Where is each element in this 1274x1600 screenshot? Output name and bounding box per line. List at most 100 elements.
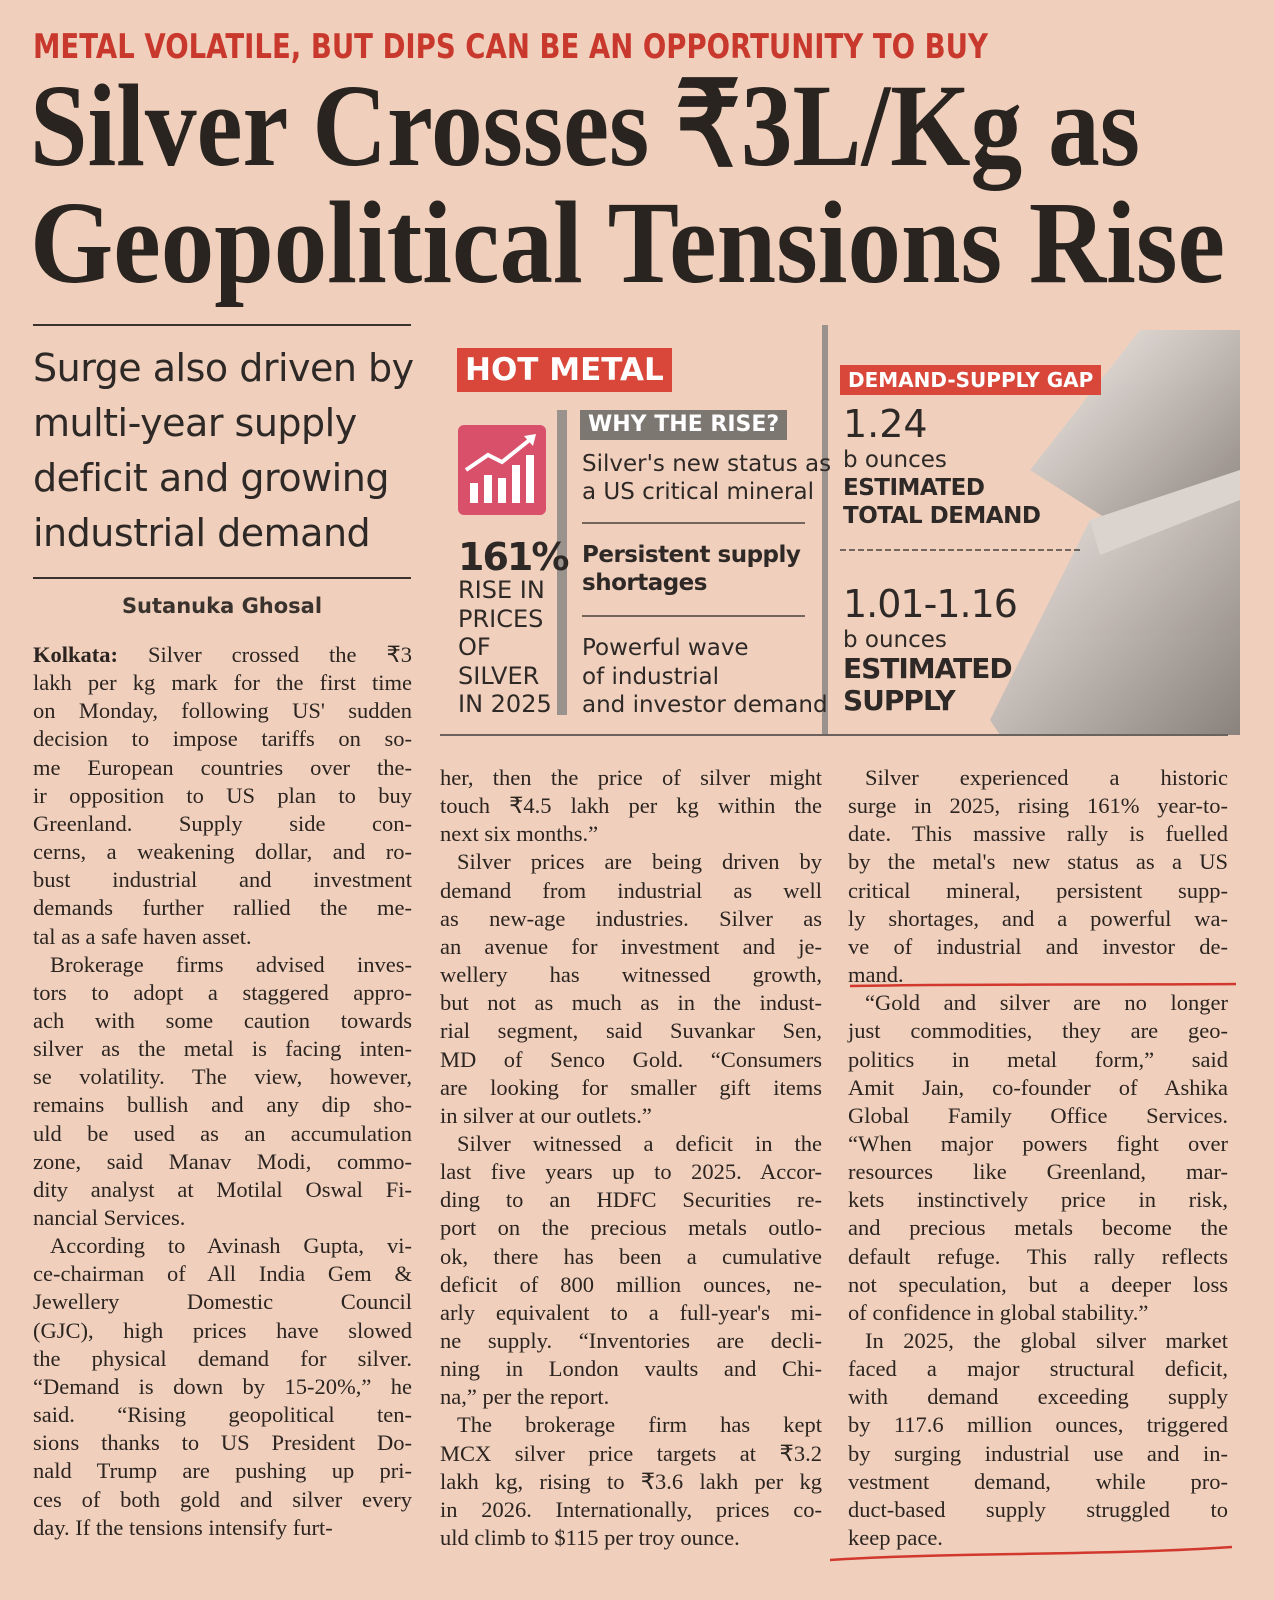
text-line: with demand exceeding supply (848, 1384, 1228, 1410)
text-line: se volatility. The view, however, (33, 1064, 412, 1090)
text-line: lakh per kg mark for the first time (33, 670, 412, 696)
supply-label-line: SUPPLY (843, 684, 956, 717)
text-line: faced a major structural deficit, (848, 1356, 1228, 1382)
text-line: decision to impose tariffs on so- (33, 726, 412, 752)
stat-caption-line: RISE IN (458, 576, 545, 604)
stat-caption-line: IN 2025 (458, 690, 552, 718)
deck-line: multi-year supply (33, 401, 357, 445)
text-line: ning in London vaults and Chi- (440, 1356, 822, 1382)
why-label: WHY THE RISE? (580, 410, 788, 440)
text-line: critical mineral, persistent supp- (848, 877, 1228, 903)
text-line: Silver witnessed a deficit in the (457, 1130, 822, 1156)
reason-line: shortages (582, 570, 707, 596)
stat-caption-line: PRICES (458, 604, 544, 633)
text-line: Brokerage firms advised inves- (50, 951, 412, 977)
pen-mark (849, 982, 1237, 988)
text-line: port on the precious metals outlo- (440, 1215, 822, 1241)
text-line: date. This massive rally is fuelled (848, 821, 1228, 847)
text-line: on Monday, following US' sudden (33, 698, 412, 724)
reason-line: Persistent supply (582, 542, 801, 568)
deck-line: deficit and growing (33, 456, 389, 500)
silver-bars (990, 330, 1240, 735)
text-line: The brokerage firm has kept (457, 1412, 822, 1438)
text-line: Global Family Office Services. (848, 1102, 1228, 1128)
text-line: day. If the tensions intensify furt- (33, 1514, 333, 1540)
deck-line: industrial demand (33, 511, 371, 555)
text-line: bust industrial and investment (33, 867, 412, 893)
text-line: by surging industrial use and in- (848, 1440, 1228, 1466)
text-line: lakh kg, rising to ₹3.6 lakh per kg (440, 1468, 822, 1494)
supply-label: ESTIMATED SUPPLY (843, 652, 1013, 717)
gap-label: DEMAND-SUPPLY GAP (840, 365, 1102, 395)
text-line: by the metal's new status as a US (848, 849, 1228, 875)
text-line: last five years up to 2025. Accor- (440, 1159, 822, 1185)
text-line: ve of industrial and investor de- (848, 933, 1228, 959)
text-line: According to Avinash Gupta, vi- (50, 1233, 412, 1259)
text-line: Kolkata: Silver crossed the ₹3 (33, 641, 412, 669)
text-line: tal as a safe haven asset. (33, 923, 252, 949)
stat-value: 161% (458, 535, 569, 579)
deck-line: Surge also driven by (33, 346, 414, 390)
reason-line: a US critical mineral (582, 479, 814, 505)
text-line: “Demand is down by 15-20%,” he (33, 1373, 412, 1399)
chart-icon (458, 425, 546, 515)
text-line-body: Silver crossed the ₹3 (147, 642, 413, 667)
text-line: Silver experienced a historic (865, 765, 1228, 790)
text-line: In 2025, the global silver market (865, 1328, 1228, 1353)
text-line: dity analyst at Motilal Oswal Fi- (33, 1176, 412, 1202)
text-line: in 2026. Internationally, prices co- (440, 1496, 822, 1522)
text-line: silver as the metal is facing inten- (33, 1036, 412, 1062)
text-line: ly shortages, and a powerful wa- (848, 905, 1228, 931)
text-line: Greenland. Supply side con- (33, 810, 412, 836)
text-line: arly equivalent to a full-year's mi- (440, 1299, 822, 1325)
text-line: Amit Jain, co-founder of Ashika (848, 1074, 1228, 1100)
text-line: sions thanks to US President Do- (33, 1430, 412, 1456)
demand-value: 1.24 (843, 402, 928, 446)
text-line: demands further rallied the me- (33, 895, 412, 921)
text-line: rial segment, said Suvankar Sen, (440, 1018, 822, 1044)
demand-unit: b ounces (843, 447, 947, 473)
text-line: mand. (848, 962, 904, 988)
text-line: uld be used as an accumulation (33, 1120, 412, 1146)
text-line: next six months.” (440, 821, 599, 847)
text-line: but not as much as in the indust- (440, 990, 822, 1016)
text-line: ding to an HDFC Securities re- (440, 1187, 822, 1213)
demand-label-line: ESTIMATED (843, 475, 985, 501)
text-line: Jewellery Domestic Council (33, 1289, 412, 1315)
text-line: demand from industrial as well (440, 877, 822, 903)
reason-line: Powerful wave (582, 635, 749, 661)
text-line: MD of Senco Gold. “Consumers (440, 1046, 822, 1072)
supply-unit: b ounces (843, 627, 947, 653)
headline: Geopolitical Tensions Rise (30, 177, 1225, 308)
text-line: resources like Greenland, mar- (848, 1159, 1228, 1185)
reason: Persistent supply shortages (582, 541, 801, 597)
text-line: duct-based supply struggled to (848, 1496, 1228, 1522)
text-line: ir opposition to US plan to buy (33, 782, 412, 808)
rule (33, 577, 411, 579)
text-line: uld climb to $115 per troy ounce. (440, 1525, 740, 1551)
text-line: vestment demand, while pro- (848, 1468, 1228, 1494)
text-line: tors to adopt a staggered appro- (33, 979, 412, 1005)
deck: Surge also driven by multi-year supply d… (33, 341, 414, 561)
text-line: the physical demand for silver. (33, 1345, 412, 1371)
supply-value: 1.01-1.16 (843, 582, 1018, 626)
text-line: wellery has witnessed growth, (440, 962, 822, 988)
reason-line: of industrial (582, 663, 719, 690)
text-line: keep pace. (848, 1525, 943, 1551)
supply-label-line: ESTIMATED (843, 652, 1013, 685)
box-title: HOT METAL (457, 348, 672, 392)
text-line: zone, said Manav Modi, commo- (33, 1148, 412, 1174)
text-line: MCX silver price targets at ₹3.2 (440, 1440, 822, 1466)
text-line: ne supply. “Inventories are decli- (440, 1328, 822, 1353)
pen-mark (829, 1545, 1233, 1562)
reason-line: and investor demand (582, 692, 828, 718)
text-line: not speculation, but a deeper loss (848, 1271, 1228, 1297)
divider (557, 410, 567, 715)
text-line: touch ₹4.5 lakh per kg within the (440, 793, 822, 819)
text-line: in silver at our outlets.” (440, 1102, 652, 1128)
text-line: politics in metal form,” said (848, 1046, 1228, 1072)
text-line: deficit of 800 million ounces, ne- (440, 1271, 822, 1297)
headline: Silver Crosses ₹3L/Kg as (30, 60, 1140, 191)
